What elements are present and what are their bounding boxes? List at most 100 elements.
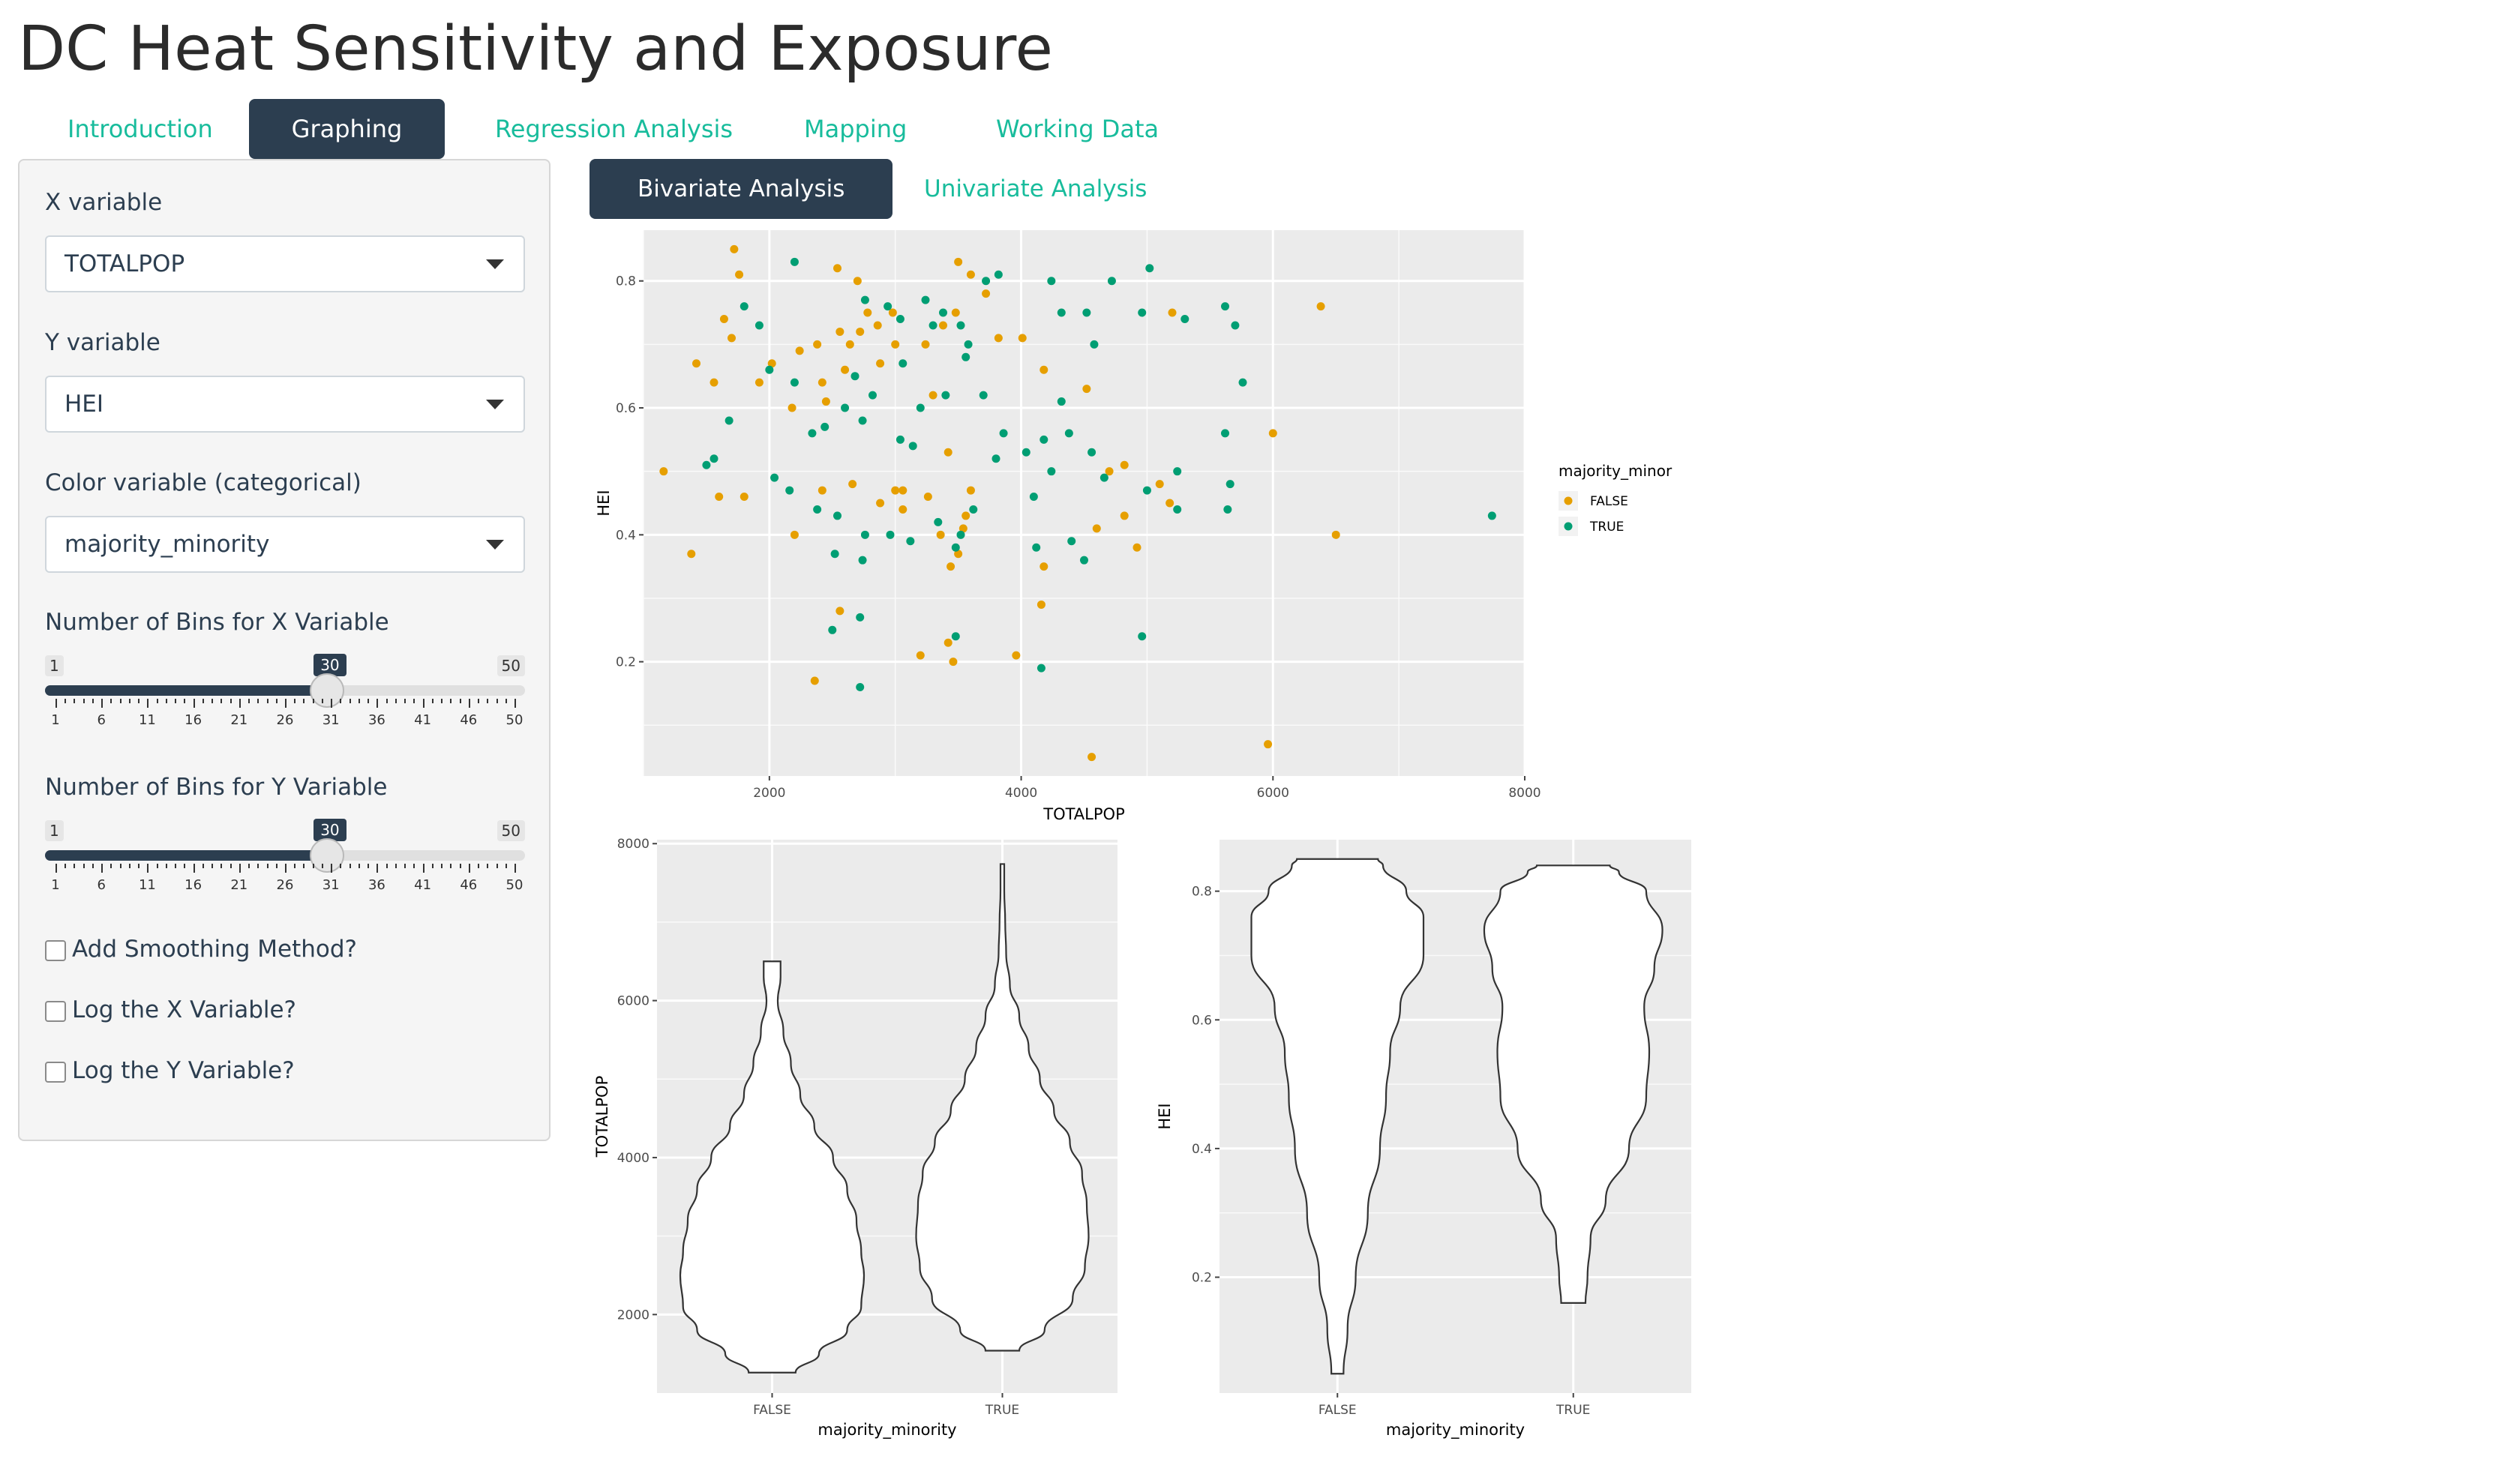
scatter-point-true [884,302,892,311]
slider-tick [165,864,167,868]
scatter-point-false [813,340,822,349]
x-variable-select[interactable]: TOTALPOP [45,235,525,292]
slider-tick-label: 11 [138,712,156,728]
y-tick-label: 0.8 [1192,885,1212,900]
tab-graphing[interactable]: Graphing [249,99,445,159]
slider-tick [321,864,323,868]
scatter-point-false [1264,740,1273,749]
slider-tick [101,864,104,873]
bins-x-slider[interactable]: 1 50 30 1 6 11 16 21 26 31 36 41 46 50 [45,654,525,738]
y-tick-label: 2000 [617,1308,650,1323]
scatter-point-false [841,365,850,374]
slider-tick [110,699,112,703]
log-x-checkbox[interactable] [45,1001,66,1022]
scatter-point-true [828,625,837,634]
scatter-point-false [1155,480,1164,489]
scatter-point-true [813,505,822,514]
slider-tick [82,699,85,703]
color-variable-select[interactable]: majority_minority [45,516,525,573]
slider-tick [386,699,388,703]
bins-y-slider[interactable]: 1 50 30 1 6 11 16 21 26 31 36 41 46 50 [45,819,525,903]
color-variable-label: Color variable (categorical) [45,469,362,496]
scatter-point-true [908,442,917,451]
subtab-bivariate-analysis[interactable]: Bivariate Analysis [590,159,893,219]
tab-introduction[interactable]: Introduction [68,115,213,143]
slider-tick [248,699,250,703]
scatter-point-false [921,340,930,349]
slider-tick-label: 36 [368,877,386,893]
scatter-point-true [951,632,960,641]
scatter-point-true [982,277,991,286]
scatter-point-true [1173,505,1182,514]
scatter-point-true [896,435,904,444]
slider-max-label: 50 [496,655,525,676]
slider-tick [266,864,268,868]
slider-tick [321,699,323,703]
y-axis-title: HEI [1156,1103,1174,1129]
scatter-point-false [730,244,739,253]
tab-regression-analysis[interactable]: Regression Analysis [495,115,734,143]
scatter-point-false [710,378,718,387]
slider-tick-label: 41 [414,877,432,893]
slider-tick [441,864,443,868]
slider-tick [349,864,351,868]
slider-tick [138,699,140,703]
scatter-point-true [1088,448,1096,457]
scatter-point-true [860,530,869,539]
smoothing-checkbox-label: Add Smoothing Method? [72,936,357,963]
slider-tick-label: 31 [322,712,340,728]
slider-handle[interactable] [310,838,345,873]
y-tick-label: 0.4 [1192,1142,1212,1157]
x-tick-label: 2000 [753,786,785,801]
slider-tick [285,699,286,708]
slider-tick [358,864,360,868]
slider-tick [238,699,241,708]
sidebar-panel: X variable TOTALPOP Y variable HEI Color… [18,159,550,1141]
slider-tick [212,699,214,703]
slider-tick [340,699,342,703]
log-y-checkbox[interactable] [45,1062,66,1083]
scatter-point-false [954,550,963,559]
slider-tick [238,864,241,873]
scatter-point-true [1221,302,1229,311]
scatter-point-true [1064,429,1073,438]
legend-label: FALSE [1590,494,1628,509]
slider-tick [340,864,342,868]
x-axis-title: TOTALPOP [1042,805,1124,821]
tab-mapping[interactable]: Mapping [804,115,908,143]
slider-tick [82,864,85,868]
scatter-point-false [994,334,1003,343]
scatter-point-false [1018,334,1027,343]
scatter-point-true [956,530,965,539]
scatter-point-true [964,340,973,349]
scatter-point-true [939,308,947,317]
slider-handle[interactable] [310,673,345,708]
scatter-point-false [1166,499,1174,508]
slider-tick [459,864,461,868]
scatter-point-false [1092,524,1101,533]
slider-tick [74,699,76,703]
tab-working-data[interactable]: Working Data [996,115,1160,143]
x-tick-label: FALSE [753,1403,791,1418]
slider-tick-label: 1 [51,712,60,728]
scatter-point-true [1238,378,1247,387]
violin-false [679,960,866,1374]
scatter-point-true [1082,308,1091,317]
x-variable-value: TOTALPOP [64,250,185,277]
slider-tick [184,864,186,868]
slider-tick [202,864,204,868]
scatter-point-true [808,429,817,438]
violin-false [1250,858,1425,1375]
scatter-point-true [1221,429,1229,438]
slider-min-label: 1 [45,820,64,841]
slider-tick-label: 46 [460,712,478,728]
slider-tick [184,699,186,703]
scatter-point-false [692,359,700,368]
scatter-point-true [992,454,1000,463]
smoothing-checkbox[interactable] [45,940,66,961]
scatter-point-true [1057,397,1066,406]
y-variable-select[interactable]: HEI [45,376,525,433]
slider-tick-label: 46 [460,877,478,893]
subtab-univariate-analysis[interactable]: Univariate Analysis [924,175,1148,202]
scatter-point-false [836,607,844,616]
